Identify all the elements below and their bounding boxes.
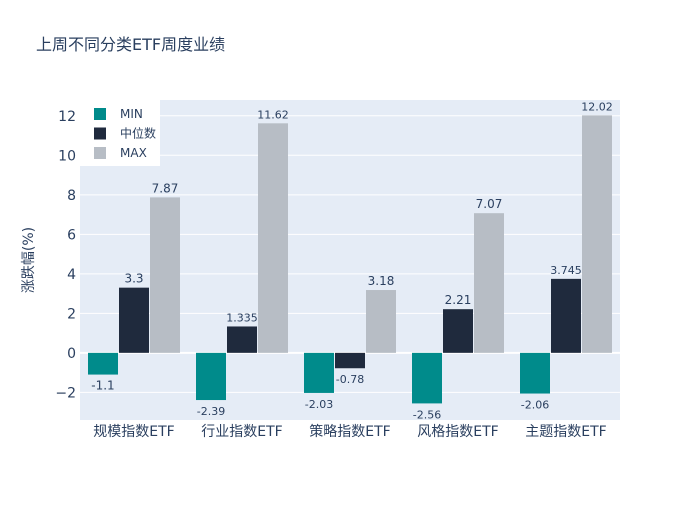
bar bbox=[335, 352, 365, 369]
bar bbox=[412, 352, 442, 404]
y-tick-label: 10 bbox=[58, 148, 76, 164]
y-tick-label: 4 bbox=[67, 267, 76, 283]
y-axis-label: 涨跌幅(%) bbox=[21, 227, 37, 293]
legend-label: MIN bbox=[120, 107, 143, 121]
data-label: -2.03 bbox=[305, 398, 333, 411]
bar bbox=[366, 290, 396, 353]
bar bbox=[119, 287, 149, 353]
legend-background bbox=[80, 100, 160, 166]
y-tick-label: 8 bbox=[67, 188, 76, 204]
y-tick-label: 2 bbox=[67, 306, 76, 322]
bar bbox=[551, 278, 581, 353]
data-label: -1.1 bbox=[91, 379, 114, 393]
data-label: -2.39 bbox=[197, 405, 225, 418]
chart-title: 上周不同分类ETF周度业绩 bbox=[36, 35, 225, 54]
x-tick-label: 主题指数ETF bbox=[525, 424, 606, 440]
y-tick-label: 0 bbox=[67, 346, 76, 362]
data-label: -2.06 bbox=[521, 399, 549, 412]
legend-swatch bbox=[94, 147, 106, 159]
data-label: 11.62 bbox=[257, 108, 289, 121]
data-label: 1.335 bbox=[226, 311, 258, 324]
data-label: 12.02 bbox=[581, 100, 613, 113]
bar bbox=[227, 326, 257, 353]
bar bbox=[443, 309, 473, 353]
data-label: 3.3 bbox=[124, 272, 143, 286]
legend-swatch bbox=[94, 108, 106, 120]
x-tick-label: 风格指数ETF bbox=[417, 424, 498, 440]
legend-swatch bbox=[94, 127, 106, 140]
y-tick-label: 6 bbox=[67, 227, 76, 243]
legend: MIN 中位数 MAX bbox=[80, 100, 160, 166]
y-tick-label: 12 bbox=[58, 109, 76, 125]
x-tick-label: 规模指数ETF bbox=[93, 424, 174, 440]
data-label: 2.21 bbox=[445, 293, 472, 307]
data-label: -0.78 bbox=[336, 373, 364, 386]
x-tick-label: 策略指数ETF bbox=[309, 423, 390, 440]
data-label: 3.18 bbox=[368, 274, 395, 288]
y-axis: −2 0 2 4 6 8 10 12 bbox=[55, 109, 76, 402]
bar bbox=[304, 352, 334, 393]
data-label: 7.87 bbox=[152, 181, 179, 195]
y-tick-label: −2 bbox=[55, 385, 76, 401]
data-label: 3.745 bbox=[550, 264, 582, 277]
legend-label: 中位数 bbox=[120, 126, 156, 141]
bar bbox=[196, 352, 226, 401]
x-axis: 规模指数ETF 行业指数ETF 策略指数ETF 风格指数ETF 主题指数ETF bbox=[93, 423, 606, 440]
bar bbox=[520, 352, 550, 394]
bar bbox=[258, 123, 288, 353]
value-labels: -1.1 3.3 7.87 -2.39 1.335 11.62 -2.03-0.78 3.18… bbox=[91, 100, 612, 421]
data-label: 7.07 bbox=[476, 197, 503, 211]
legend-label: MAX bbox=[120, 146, 147, 160]
bar bbox=[88, 352, 118, 375]
bar bbox=[150, 197, 180, 353]
bar bbox=[582, 115, 612, 353]
bar bbox=[474, 213, 504, 353]
x-tick-label: 行业指数ETF bbox=[201, 424, 282, 440]
bars bbox=[88, 115, 612, 404]
data-label: -2.56 bbox=[413, 408, 441, 421]
